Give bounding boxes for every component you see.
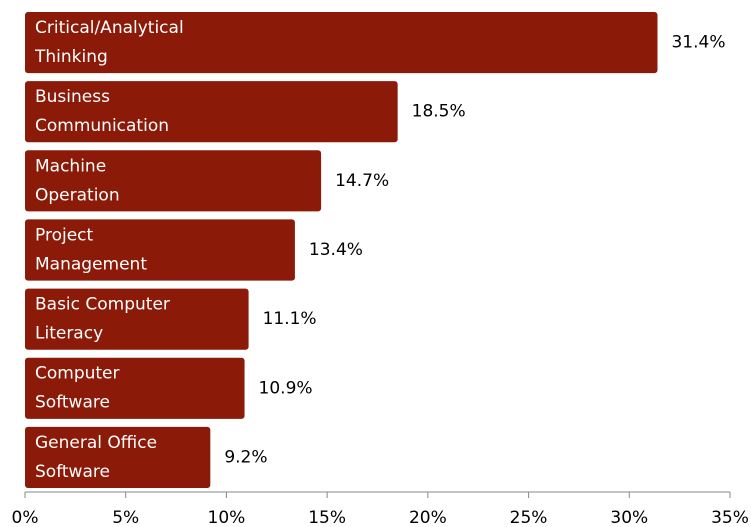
x-tick-label: 10% bbox=[208, 508, 246, 527]
bar bbox=[25, 219, 295, 281]
category-label: Machine bbox=[35, 156, 106, 176]
category-label: Communication bbox=[35, 116, 169, 136]
category-label: Critical/Analytical bbox=[35, 18, 184, 38]
category-label: General Office bbox=[35, 433, 157, 453]
x-tick-label: 25% bbox=[510, 508, 548, 527]
bar bbox=[25, 426, 211, 488]
category-label: Computer bbox=[35, 364, 120, 384]
category-label: Basic Computer bbox=[35, 295, 170, 315]
value-label: 13.4% bbox=[309, 240, 363, 260]
x-tick-label: 5% bbox=[112, 508, 139, 527]
value-label: 14.7% bbox=[335, 171, 389, 191]
x-tick-label: 15% bbox=[308, 508, 346, 527]
bar bbox=[25, 357, 245, 419]
value-label: 11.1% bbox=[263, 309, 317, 329]
category-label: Software bbox=[35, 462, 110, 482]
value-label: 31.4% bbox=[671, 33, 725, 53]
value-label: 18.5% bbox=[412, 102, 466, 122]
x-tick-label: 30% bbox=[610, 508, 648, 527]
category-label: Project bbox=[35, 225, 93, 245]
bar bbox=[25, 288, 249, 350]
category-label: Business bbox=[35, 87, 110, 107]
x-tick-label: 20% bbox=[409, 508, 447, 527]
x-tick-label: 0% bbox=[12, 508, 39, 527]
category-label: Operation bbox=[35, 185, 120, 205]
category-label: Software bbox=[35, 393, 110, 413]
x-tick-label: 35% bbox=[711, 508, 749, 527]
value-label: 9.2% bbox=[224, 447, 267, 467]
category-label: Thinking bbox=[34, 47, 108, 67]
value-label: 10.9% bbox=[259, 378, 313, 398]
bar bbox=[25, 150, 322, 212]
bar bbox=[25, 12, 658, 74]
category-label: Literacy bbox=[35, 324, 103, 344]
category-label: Management bbox=[35, 254, 147, 274]
bar bbox=[25, 81, 398, 143]
